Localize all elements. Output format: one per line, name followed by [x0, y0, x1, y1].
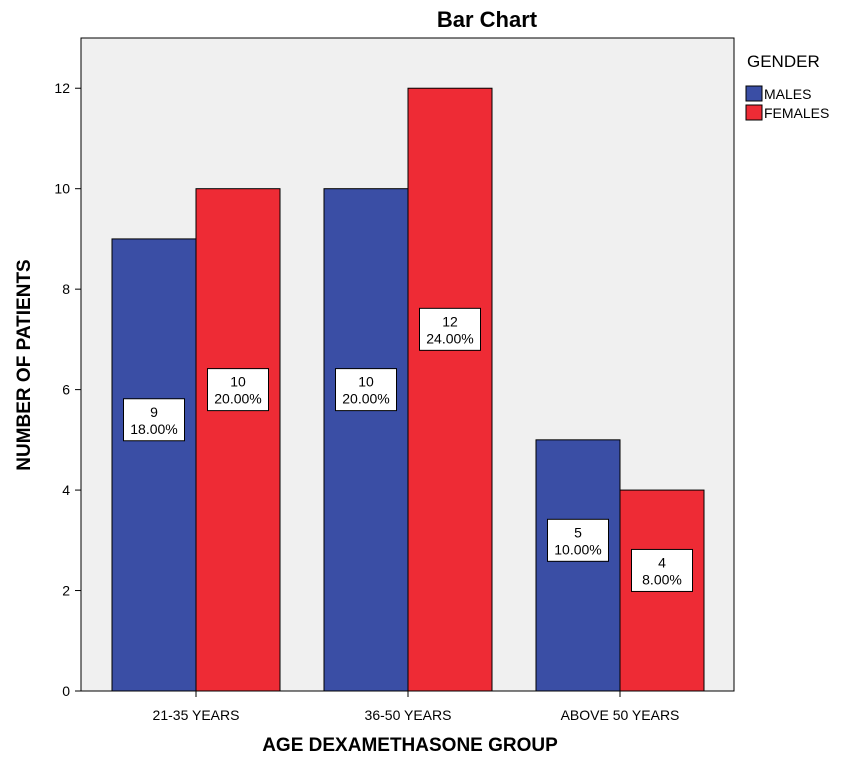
data-label-percent-males-1: 18.00%: [130, 421, 177, 437]
data-label-percent-females-2: 24.00%: [426, 330, 473, 346]
x-tick-label-3: ABOVE 50 YEARS: [561, 707, 680, 723]
data-label-box-females-3: [631, 548, 693, 592]
y-tick-label-3: 6: [62, 382, 70, 398]
legend: GENDER MALES FEMALES: [745, 52, 829, 121]
data-label-box-females-1: [207, 368, 269, 412]
y-tick-label-6: 12: [54, 80, 70, 96]
y-axis-label: NUMBER OF PATIENTS: [14, 259, 35, 470]
bar-males-3: [535, 439, 621, 692]
data-label-box-females-2: [419, 307, 481, 351]
bar-males-2: [323, 188, 409, 692]
x-tick-label-2: 36-50 YEARS: [365, 707, 452, 723]
data-label-count-males-2: 10: [358, 374, 374, 390]
data-labels-layer: 918.00%1020.00%1020.00%1224.00%510.00%48…: [123, 307, 693, 592]
data-label-percent-males-2: 20.00%: [342, 391, 389, 407]
bar-males-1: [111, 238, 197, 692]
legend-swatch-males: [745, 85, 763, 102]
x-axis-ticks: 21-35 YEARS 36-50 YEARS ABOVE 50 YEARS: [153, 691, 680, 723]
data-label-count-females-2: 12: [442, 313, 458, 329]
legend-title: GENDER: [747, 52, 820, 71]
data-label-box-males-3: [547, 518, 609, 562]
x-tick-label-1: 21-35 YEARS: [153, 707, 240, 723]
legend-label-males: MALES: [764, 86, 811, 102]
data-label-box-males-2: [335, 368, 397, 412]
data-label-percent-females-1: 20.00%: [214, 391, 261, 407]
y-tick-label-1: 2: [62, 583, 70, 599]
bar-females-1: [195, 188, 281, 692]
data-label-box-males-1: [123, 398, 185, 442]
data-label-percent-males-3: 10.00%: [554, 541, 601, 557]
data-label-count-females-1: 10: [230, 374, 246, 390]
y-tick-label-4: 8: [62, 281, 70, 297]
y-tick-label-5: 10: [54, 181, 70, 197]
y-axis-ticks: 0 2 4 6 8 10 12: [54, 80, 81, 699]
y-tick-label-0: 0: [62, 683, 70, 699]
bars-layer: [111, 87, 705, 692]
data-label-count-females-3: 4: [658, 554, 666, 570]
bar-females-2: [407, 87, 493, 692]
legend-swatch-females: [745, 104, 763, 121]
data-label-count-males-1: 9: [150, 404, 158, 420]
data-label-count-males-3: 5: [574, 524, 582, 540]
legend-items: MALES FEMALES: [745, 85, 829, 121]
chart-title: Bar Chart: [437, 7, 538, 32]
data-label-percent-females-3: 8.00%: [642, 571, 682, 587]
y-tick-label-2: 4: [62, 482, 70, 498]
x-axis-label: AGE DEXAMETHASONE GROUP: [262, 735, 558, 756]
legend-label-females: FEMALES: [764, 105, 829, 121]
